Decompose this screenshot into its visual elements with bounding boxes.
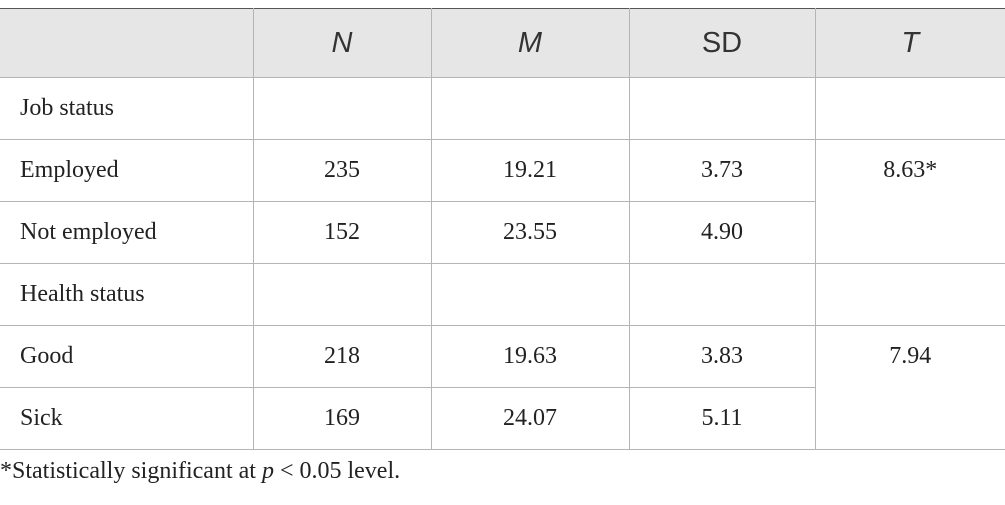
- data-row: Not employed 152 23.55 4.90: [0, 201, 1005, 264]
- cell: [628, 77, 816, 140]
- cell: [814, 263, 1005, 326]
- cell: [252, 77, 432, 140]
- cell: [430, 77, 630, 140]
- header-cell: N: [252, 8, 432, 78]
- cell: 5.11: [628, 387, 815, 450]
- footnote: *Statistically significant at p < 0.05 l…: [0, 458, 400, 485]
- header-cell: M: [430, 8, 630, 78]
- cell: [430, 263, 630, 326]
- results-table: N M SD T Job status Employed 235 19.21 3…: [0, 8, 1005, 450]
- data-row: Sick 169 24.07 5.11: [0, 387, 1005, 450]
- cell: 169: [252, 387, 432, 450]
- cell: 4.90: [628, 201, 815, 264]
- cell: [628, 263, 816, 326]
- row-label: Employed: [0, 139, 254, 202]
- footnote-text: < 0.05 level.: [273, 458, 401, 484]
- cell: 218: [252, 325, 432, 388]
- cell: 152: [252, 201, 432, 264]
- cell: 3.73: [628, 139, 816, 202]
- cell: [252, 263, 432, 326]
- cell: 7.94: [814, 325, 1005, 450]
- cell: 24.07: [430, 387, 630, 450]
- header-cell: SD: [628, 8, 816, 78]
- section-row: Health status: [0, 263, 1005, 326]
- row-label: Job status: [0, 77, 254, 140]
- footnote-symbol: p: [261, 458, 274, 484]
- cell: 235: [252, 139, 432, 202]
- cell: 19.21: [430, 139, 630, 202]
- header-row: N M SD T: [0, 8, 1005, 78]
- footnote-text: *Statistically significant at: [0, 458, 262, 484]
- cell: 19.63: [430, 325, 630, 388]
- cell: [814, 77, 1005, 140]
- section-row: Job status: [0, 77, 1005, 140]
- row-label: Good: [0, 325, 254, 388]
- row-label: Sick: [0, 387, 254, 450]
- cell: 3.83: [628, 325, 816, 388]
- row-label: Health status: [0, 263, 254, 326]
- cell: 8.63*: [814, 139, 1005, 264]
- data-row: Employed 235 19.21 3.73 8.63*: [0, 139, 1005, 264]
- data-row: Good 218 19.63 3.83 7.94: [0, 325, 1005, 450]
- header-cell: T: [814, 8, 1005, 78]
- header-cell: [0, 8, 254, 78]
- cell: 23.55: [430, 201, 630, 264]
- row-label: Not employed: [0, 201, 254, 264]
